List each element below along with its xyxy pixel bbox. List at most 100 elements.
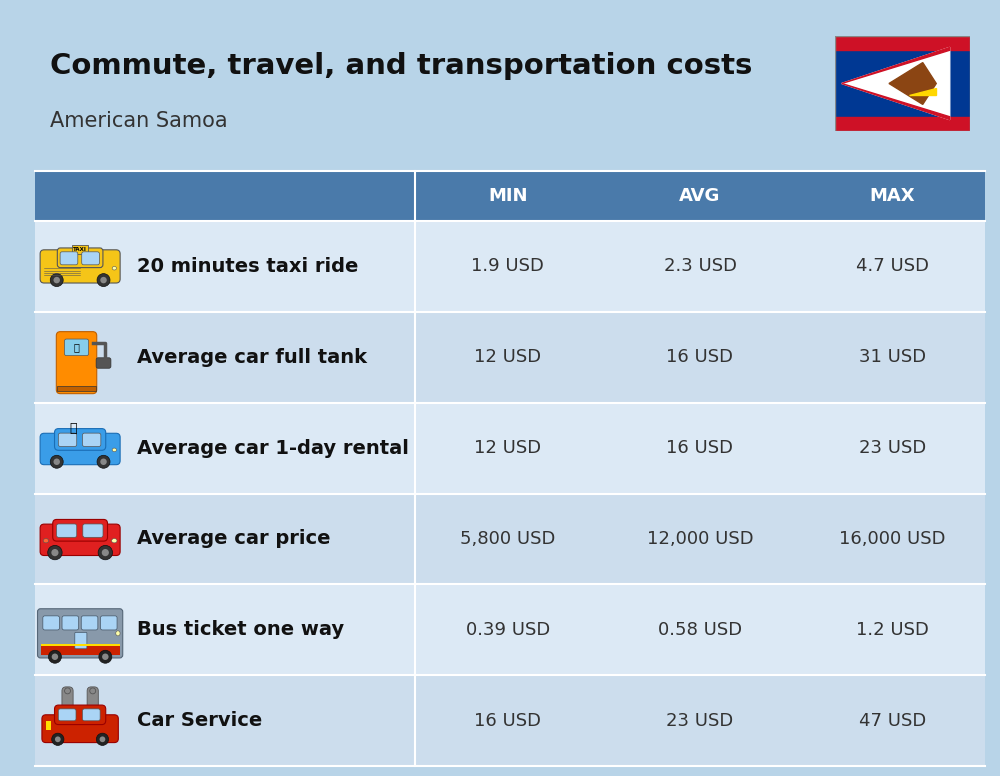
Text: 5,800 USD: 5,800 USD — [460, 530, 555, 548]
Circle shape — [100, 277, 107, 283]
Circle shape — [97, 456, 110, 468]
FancyBboxPatch shape — [82, 708, 100, 721]
Text: 0.58 USD: 0.58 USD — [658, 621, 742, 639]
Polygon shape — [842, 47, 950, 120]
FancyBboxPatch shape — [72, 245, 88, 254]
FancyBboxPatch shape — [81, 616, 98, 630]
FancyBboxPatch shape — [82, 433, 101, 446]
FancyBboxPatch shape — [57, 386, 96, 391]
Text: 16,000 USD: 16,000 USD — [839, 530, 946, 548]
Circle shape — [100, 459, 107, 465]
Text: 23 USD: 23 USD — [666, 712, 734, 729]
Text: 20 minutes taxi ride: 20 minutes taxi ride — [137, 257, 359, 276]
FancyBboxPatch shape — [38, 608, 123, 658]
Circle shape — [65, 688, 70, 694]
Text: Car Service: Car Service — [137, 711, 262, 730]
Circle shape — [52, 733, 64, 746]
Text: 1.9 USD: 1.9 USD — [471, 258, 544, 275]
Text: 12 USD: 12 USD — [474, 439, 541, 457]
Polygon shape — [842, 47, 950, 84]
Circle shape — [52, 653, 58, 660]
Circle shape — [102, 549, 109, 556]
FancyBboxPatch shape — [42, 715, 118, 743]
FancyBboxPatch shape — [82, 252, 99, 265]
Polygon shape — [909, 88, 936, 95]
Text: 12,000 USD: 12,000 USD — [647, 530, 753, 548]
FancyBboxPatch shape — [40, 250, 120, 283]
FancyBboxPatch shape — [40, 524, 120, 556]
Text: 16 USD: 16 USD — [474, 712, 541, 729]
Ellipse shape — [112, 448, 116, 452]
Ellipse shape — [43, 539, 49, 543]
Ellipse shape — [116, 631, 120, 636]
Bar — [35, 494, 985, 584]
Circle shape — [96, 733, 109, 746]
Text: 47 USD: 47 USD — [859, 712, 926, 729]
Text: Bus ticket one way: Bus ticket one way — [137, 620, 344, 639]
Ellipse shape — [112, 539, 117, 543]
Text: 16 USD: 16 USD — [666, 439, 734, 457]
Bar — [35, 171, 985, 221]
Text: 16 USD: 16 USD — [666, 348, 734, 366]
Polygon shape — [835, 36, 970, 50]
FancyBboxPatch shape — [96, 358, 111, 369]
Bar — [41, 646, 120, 655]
FancyBboxPatch shape — [55, 428, 106, 450]
Bar — [35, 312, 985, 403]
FancyBboxPatch shape — [100, 616, 117, 630]
Text: Average car full tank: Average car full tank — [137, 348, 367, 367]
FancyBboxPatch shape — [55, 705, 106, 725]
Circle shape — [50, 274, 63, 286]
FancyBboxPatch shape — [58, 433, 77, 446]
Bar — [35, 584, 985, 675]
Text: MIN: MIN — [488, 187, 527, 205]
FancyBboxPatch shape — [43, 616, 59, 630]
Circle shape — [48, 650, 61, 663]
Circle shape — [98, 546, 113, 559]
Text: 0.39 USD: 0.39 USD — [466, 621, 550, 639]
Text: 2.3 USD: 2.3 USD — [664, 258, 736, 275]
Circle shape — [90, 708, 96, 714]
Circle shape — [53, 277, 60, 283]
Text: American Samoa: American Samoa — [50, 111, 228, 131]
Bar — [35, 403, 985, 494]
Bar — [35, 675, 985, 766]
Bar — [35, 221, 985, 312]
Circle shape — [48, 546, 62, 559]
FancyBboxPatch shape — [40, 433, 120, 465]
Bar — [46, 721, 51, 729]
FancyBboxPatch shape — [62, 687, 73, 715]
Circle shape — [53, 459, 60, 465]
FancyBboxPatch shape — [62, 616, 79, 630]
Text: 31 USD: 31 USD — [859, 348, 926, 366]
FancyBboxPatch shape — [53, 519, 108, 541]
FancyBboxPatch shape — [83, 524, 103, 537]
Text: Average car price: Average car price — [137, 529, 331, 549]
FancyBboxPatch shape — [57, 524, 77, 537]
FancyBboxPatch shape — [60, 252, 78, 265]
Circle shape — [51, 549, 59, 556]
Text: MAX: MAX — [870, 187, 915, 205]
Text: AVG: AVG — [679, 187, 721, 205]
FancyBboxPatch shape — [64, 339, 89, 355]
Text: Average car 1-day rental: Average car 1-day rental — [137, 438, 409, 458]
Circle shape — [102, 653, 109, 660]
Circle shape — [65, 708, 70, 714]
Circle shape — [100, 736, 105, 742]
Text: 4.7 USD: 4.7 USD — [856, 258, 929, 275]
Bar — [41, 644, 120, 646]
Circle shape — [90, 688, 96, 694]
Circle shape — [99, 650, 112, 663]
Text: TAXI: TAXI — [73, 247, 87, 252]
Ellipse shape — [112, 266, 116, 270]
Text: 23 USD: 23 USD — [859, 439, 926, 457]
Polygon shape — [835, 116, 970, 131]
Text: 12 USD: 12 USD — [474, 348, 541, 366]
Text: 🔑: 🔑 — [69, 422, 77, 435]
Text: 💧: 💧 — [74, 342, 79, 352]
Polygon shape — [842, 84, 950, 120]
Circle shape — [50, 456, 63, 468]
FancyBboxPatch shape — [87, 687, 98, 715]
FancyBboxPatch shape — [58, 708, 76, 721]
Polygon shape — [889, 63, 936, 105]
